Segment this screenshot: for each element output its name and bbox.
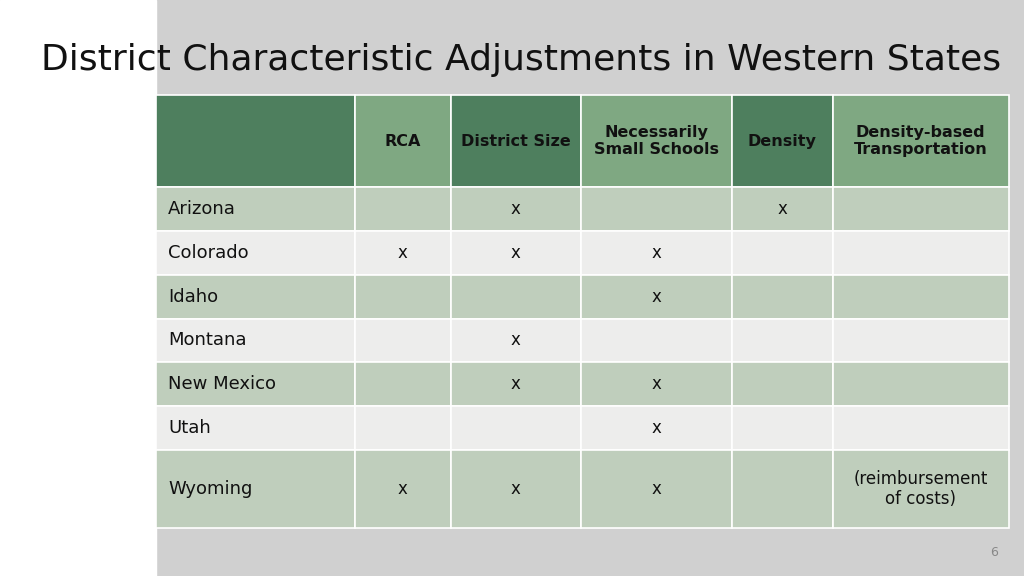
Bar xyxy=(732,319,833,362)
Bar xyxy=(156,450,355,528)
Text: 6: 6 xyxy=(990,545,998,559)
Bar xyxy=(732,450,833,528)
Bar xyxy=(355,362,451,406)
Bar xyxy=(355,450,451,528)
Bar xyxy=(355,319,451,362)
Text: x: x xyxy=(398,244,408,262)
Bar xyxy=(581,362,732,406)
Text: x: x xyxy=(398,480,408,498)
Bar xyxy=(451,406,581,450)
Bar xyxy=(451,319,581,362)
Bar xyxy=(355,231,451,275)
Bar xyxy=(833,231,1009,275)
Bar xyxy=(581,187,732,231)
Bar xyxy=(833,450,1009,528)
Bar xyxy=(833,362,1009,406)
Text: x: x xyxy=(511,200,520,218)
Text: x: x xyxy=(651,375,662,393)
Bar xyxy=(156,231,355,275)
Text: x: x xyxy=(651,244,662,262)
Bar xyxy=(732,187,833,231)
Bar xyxy=(355,406,451,450)
Bar xyxy=(451,362,581,406)
Bar xyxy=(451,187,581,231)
Text: Necessarily
Small Schools: Necessarily Small Schools xyxy=(594,125,719,157)
Text: x: x xyxy=(511,480,520,498)
Bar xyxy=(355,275,451,319)
Text: Wyoming: Wyoming xyxy=(168,480,252,498)
Bar xyxy=(355,187,451,231)
Bar xyxy=(156,95,355,187)
Bar xyxy=(732,275,833,319)
Text: x: x xyxy=(651,287,662,306)
Text: Density-based
Transportation: Density-based Transportation xyxy=(854,125,987,157)
Text: x: x xyxy=(511,375,520,393)
Bar xyxy=(355,95,451,187)
Bar xyxy=(581,450,732,528)
Bar xyxy=(581,406,732,450)
Bar xyxy=(581,319,732,362)
Bar xyxy=(732,362,833,406)
Bar xyxy=(732,95,833,187)
Bar xyxy=(451,95,581,187)
Bar xyxy=(156,275,355,319)
Bar xyxy=(581,231,732,275)
Bar xyxy=(581,95,732,187)
Bar xyxy=(833,95,1009,187)
Bar xyxy=(833,275,1009,319)
Text: x: x xyxy=(511,244,520,262)
Text: Idaho: Idaho xyxy=(168,287,218,306)
Text: x: x xyxy=(651,480,662,498)
Text: x: x xyxy=(777,200,787,218)
Text: Utah: Utah xyxy=(168,419,211,437)
Text: New Mexico: New Mexico xyxy=(168,375,275,393)
Text: Colorado: Colorado xyxy=(168,244,249,262)
Text: RCA: RCA xyxy=(385,134,421,149)
Bar xyxy=(833,406,1009,450)
Bar xyxy=(156,362,355,406)
Bar xyxy=(732,231,833,275)
Bar xyxy=(833,187,1009,231)
Bar xyxy=(156,187,355,231)
Bar xyxy=(833,319,1009,362)
Text: Density: Density xyxy=(748,134,817,149)
Text: District Size: District Size xyxy=(461,134,570,149)
Bar xyxy=(451,231,581,275)
Bar xyxy=(156,406,355,450)
Text: Arizona: Arizona xyxy=(168,200,236,218)
Bar xyxy=(451,450,581,528)
Text: x: x xyxy=(511,331,520,350)
Bar xyxy=(0,0,156,576)
Text: (reimbursement
of costs): (reimbursement of costs) xyxy=(853,469,988,508)
Bar xyxy=(581,275,732,319)
Bar xyxy=(732,406,833,450)
Text: x: x xyxy=(651,419,662,437)
Text: Montana: Montana xyxy=(168,331,247,350)
Bar xyxy=(156,319,355,362)
Bar xyxy=(451,275,581,319)
Text: District Characteristic Adjustments in Western States: District Characteristic Adjustments in W… xyxy=(41,43,1001,78)
